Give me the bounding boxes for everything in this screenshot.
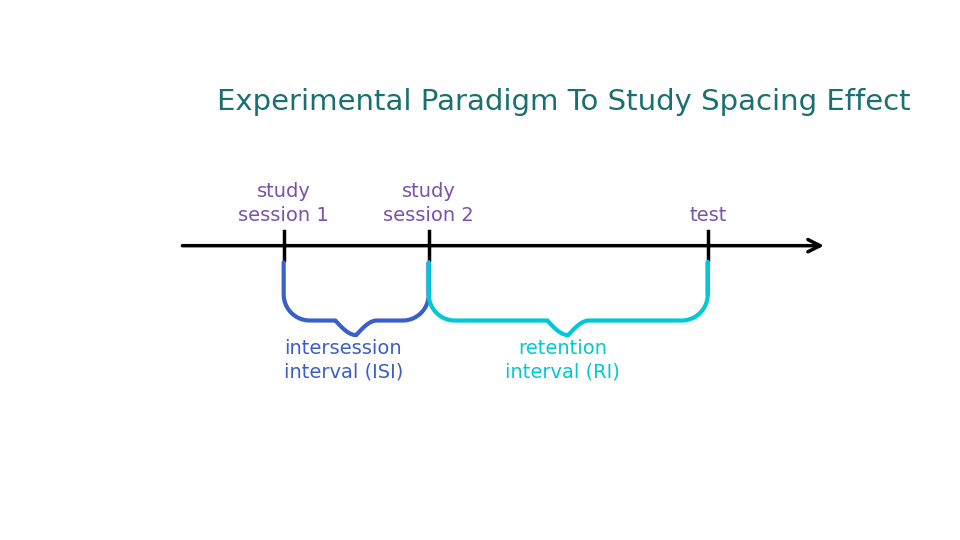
Text: Experimental Paradigm To Study Spacing Effect: Experimental Paradigm To Study Spacing E… <box>217 88 910 116</box>
Text: study
session 2: study session 2 <box>383 183 474 225</box>
Text: retention
interval (RI): retention interval (RI) <box>505 339 620 382</box>
Text: test: test <box>689 206 727 225</box>
Text: study
session 1: study session 1 <box>238 183 329 225</box>
Text: intersession
interval (ISI): intersession interval (ISI) <box>283 339 403 382</box>
